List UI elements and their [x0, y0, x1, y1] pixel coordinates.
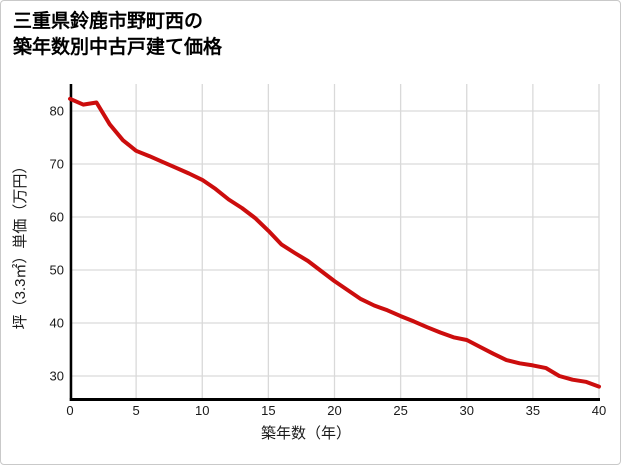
- x-axis-title: 築年数（年）: [261, 424, 351, 442]
- y-axis-title: 坪（3.3㎡）単価（万円）: [12, 159, 29, 330]
- chart-title: 三重県鈴鹿市野町西の 築年数別中古戸建て価格: [13, 9, 222, 61]
- y-tick-label: 50: [50, 263, 64, 278]
- y-tick-label: 60: [50, 210, 64, 225]
- x-tick-label: 20: [327, 403, 341, 418]
- chart-title-line1: 三重県鈴鹿市野町西の: [13, 11, 204, 32]
- x-tick-label: 0: [66, 403, 73, 418]
- x-tick-label: 5: [133, 403, 140, 418]
- x-tick-label: 25: [393, 403, 407, 418]
- x-tick-label: 40: [592, 403, 606, 418]
- x-tick-label: 10: [195, 403, 209, 418]
- x-tick-label: 15: [261, 403, 275, 418]
- y-tick-label: 80: [50, 104, 64, 119]
- x-tick-label: 30: [460, 403, 474, 418]
- y-tick-label: 30: [50, 369, 64, 384]
- chart-title-line2: 築年数別中古戸建て価格: [13, 37, 223, 58]
- x-tick-label: 35: [526, 403, 540, 418]
- y-tick-label: 70: [50, 157, 64, 172]
- y-tick-label: 40: [50, 316, 64, 331]
- price-line: [68, 96, 601, 389]
